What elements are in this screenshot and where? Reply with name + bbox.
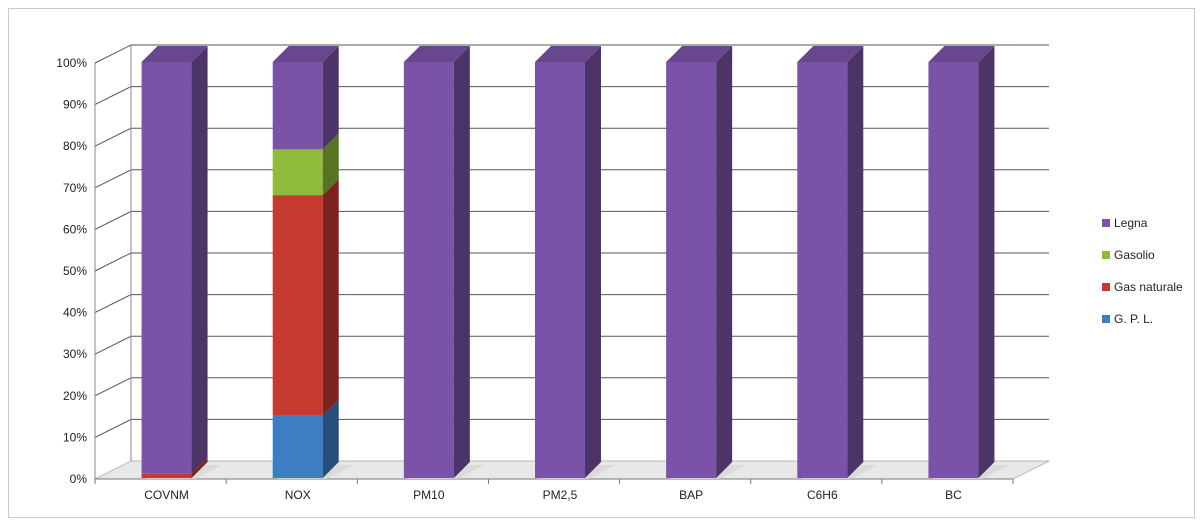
legend-swatch-gas-naturale bbox=[1102, 283, 1110, 291]
y-tick-label: 20% bbox=[63, 389, 87, 403]
legend-label: Legna bbox=[1114, 216, 1148, 230]
bar-segment-legna bbox=[666, 62, 717, 478]
bar-segment-legna bbox=[535, 62, 585, 478]
bar-segment-legna-side bbox=[716, 46, 733, 478]
y-tick-label: 0% bbox=[70, 472, 88, 486]
x-tick-label: BAP bbox=[679, 488, 703, 502]
bar-top-face bbox=[666, 46, 733, 62]
bar-segment-legna-side bbox=[322, 46, 339, 150]
bar-segment-legna-side bbox=[585, 46, 601, 478]
bar-segment-gas-naturale-side bbox=[322, 179, 339, 416]
x-tick-label: PM2,5 bbox=[543, 488, 578, 502]
y-tick-label: 30% bbox=[63, 347, 87, 361]
legend-label: Gas naturale bbox=[1114, 280, 1183, 294]
bar-segment-legna bbox=[928, 62, 979, 478]
legend-swatch-g-p-l- bbox=[1102, 315, 1110, 323]
bar-segment-legna-side bbox=[453, 46, 470, 478]
bar-segment-gas-naturale bbox=[141, 473, 192, 478]
gridline-diagonal bbox=[94, 44, 132, 64]
bar-segment-legna bbox=[403, 62, 454, 478]
bar-top-face bbox=[141, 46, 208, 62]
bar-stack-bc bbox=[928, 46, 1009, 479]
bar-top-face bbox=[403, 46, 470, 62]
bar-top-face bbox=[535, 46, 601, 62]
gridline-diagonal bbox=[94, 169, 132, 189]
x-tick-label: C6H6 bbox=[807, 488, 838, 502]
bar-stack-bap bbox=[666, 46, 747, 479]
bar-segment-legna bbox=[272, 62, 323, 150]
bar-segment-g-p-l--side bbox=[322, 399, 339, 478]
legend-swatch-legna bbox=[1102, 219, 1110, 227]
bar-segment-legna bbox=[797, 62, 848, 478]
bar-segment-legna-side bbox=[847, 46, 864, 478]
gridline-diagonal bbox=[94, 377, 132, 397]
y-tick-label: 50% bbox=[63, 264, 87, 278]
y-tick-label: 60% bbox=[63, 222, 87, 236]
bar-top-face bbox=[797, 46, 864, 62]
y-tick-label: 40% bbox=[63, 306, 87, 320]
y-tick-label: 90% bbox=[63, 98, 87, 112]
x-tick-label: BC bbox=[945, 488, 962, 502]
bar-segment-legna-side bbox=[191, 46, 208, 474]
gridline-diagonal bbox=[94, 252, 132, 272]
y-tick-label: 70% bbox=[63, 181, 87, 195]
stacked-bar-chart: 0% 10% 20% 30% 40% 50% 60% 70% 80% 90% 100% COVNM NO… bbox=[56, 44, 1183, 502]
bar-stack-pm2-5 bbox=[535, 46, 615, 479]
y-tick-label: 80% bbox=[63, 139, 87, 153]
legend-label: G. P. L. bbox=[1114, 312, 1153, 326]
legend: Legna Gasolio Gas naturale G. P. L. bbox=[1102, 216, 1183, 326]
gridline-diagonal bbox=[94, 127, 132, 147]
bar-top-face bbox=[272, 46, 339, 62]
bar-segment-legna-side bbox=[978, 46, 995, 478]
legend-swatch-gasolio bbox=[1102, 251, 1110, 259]
gridline-diagonal bbox=[94, 210, 132, 230]
x-tick-label: PM10 bbox=[413, 488, 445, 502]
gridline-diagonal bbox=[94, 294, 132, 314]
bar-stack-c6h6 bbox=[797, 46, 878, 479]
gridline-diagonal bbox=[94, 335, 132, 355]
legend-label: Gasolio bbox=[1114, 248, 1155, 262]
bar-stack-nox bbox=[272, 46, 353, 479]
gridline-diagonal bbox=[94, 86, 132, 106]
x-tick-label: COVNM bbox=[144, 488, 189, 502]
bar-segment-g-p-l- bbox=[272, 415, 323, 478]
gridline-diagonal bbox=[94, 418, 132, 438]
y-tick-label: 100% bbox=[56, 56, 87, 70]
y-tick-label: 10% bbox=[63, 430, 87, 444]
bar-stack-covnm bbox=[141, 46, 222, 479]
bar-segment-gas-naturale bbox=[272, 195, 323, 416]
bar-stack-pm10 bbox=[403, 46, 484, 479]
chart-frame: 0% 10% 20% 30% 40% 50% 60% 70% 80% 90% 100% COVNM NO… bbox=[8, 8, 1195, 518]
x-tick-label: NOX bbox=[285, 488, 311, 502]
bar-segment-gasolio-side bbox=[322, 133, 339, 196]
bar-segment-legna bbox=[141, 62, 192, 474]
bar-segment-gasolio bbox=[272, 149, 323, 196]
bar-segment-gas-naturale-side bbox=[191, 457, 208, 478]
bar-top-face bbox=[928, 46, 995, 62]
